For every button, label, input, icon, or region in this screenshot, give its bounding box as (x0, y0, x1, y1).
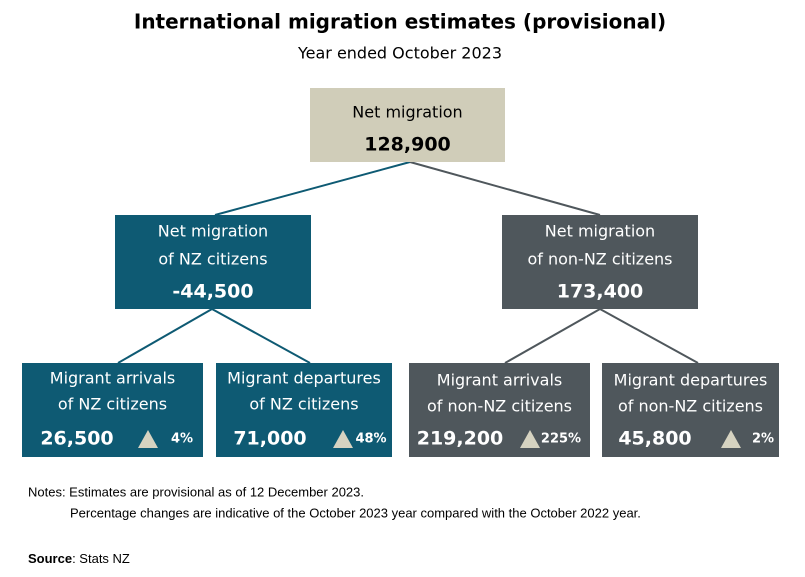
change-arrow (138, 430, 158, 448)
connector (599, 308, 699, 364)
node-label: of non-NZ citizens (618, 397, 763, 416)
node-value: 128,900 (364, 134, 451, 156)
source-label: Source (28, 551, 72, 566)
node-value: -44,500 (172, 281, 253, 303)
node-label: of NZ citizens (158, 250, 267, 269)
node-box (409, 363, 590, 457)
node-box (216, 363, 392, 457)
source: Source: Stats NZ (28, 551, 130, 566)
node-box (502, 215, 698, 309)
node-label: of NZ citizens (249, 395, 358, 414)
source-text: : Stats NZ (72, 551, 130, 566)
node: Migrant departures of non-NZ citizens 45,8… (602, 363, 779, 457)
node-label: Net migration (158, 222, 268, 241)
node-box (115, 215, 311, 309)
change-arrow (721, 430, 741, 448)
node-label: Migrant arrivals (50, 369, 175, 388)
node: Migrant arrivals of non-NZ citizens 219,20… (409, 363, 590, 457)
connectors (117, 161, 699, 364)
node-label: Net migration (545, 222, 655, 241)
connector (409, 161, 601, 216)
node-value: 45,800 (618, 428, 691, 450)
node-change: 2% (752, 432, 774, 447)
node-label: of non-NZ citizens (427, 397, 572, 416)
node-label: of NZ citizens (58, 395, 167, 414)
node: Migrant departures of NZ citizens 71,000 48… (216, 363, 392, 457)
title: International migration estimates (provi… (134, 10, 666, 34)
connector (117, 308, 213, 364)
node-value: 71,000 (233, 428, 306, 450)
node-label: Net migration (352, 103, 462, 122)
node: Net migration of NZ citizens -44,500 (115, 215, 311, 309)
node: Migrant arrivals of NZ citizens 26,500 4% (22, 363, 203, 457)
note: Percentage changes are indicative of the… (70, 505, 641, 520)
change-arrow (520, 430, 540, 448)
change-arrow (333, 430, 353, 448)
connector (211, 308, 311, 364)
node-label: Migrant departures (227, 369, 381, 388)
node-label: Migrant departures (614, 371, 768, 390)
node-box (22, 363, 203, 457)
connector (214, 161, 411, 216)
node-change: 48% (355, 432, 386, 447)
note: Notes: Estimates are provisional as of 1… (28, 484, 364, 499)
node: Net migration 128,900 (310, 88, 505, 162)
node-value: 173,400 (557, 281, 644, 303)
node-box (310, 88, 505, 162)
node: Net migration of non-NZ citizens 173,400 (502, 215, 698, 309)
connector (504, 308, 601, 364)
node-label: of non-NZ citizens (527, 250, 672, 269)
subtitle: Year ended October 2023 (297, 44, 502, 63)
node-value: 26,500 (40, 428, 113, 450)
node-change: 4% (171, 432, 193, 447)
node-value: 219,200 (417, 428, 504, 450)
node-label: Migrant arrivals (437, 371, 562, 390)
node-change: 225% (541, 432, 581, 447)
node-box (602, 363, 779, 457)
